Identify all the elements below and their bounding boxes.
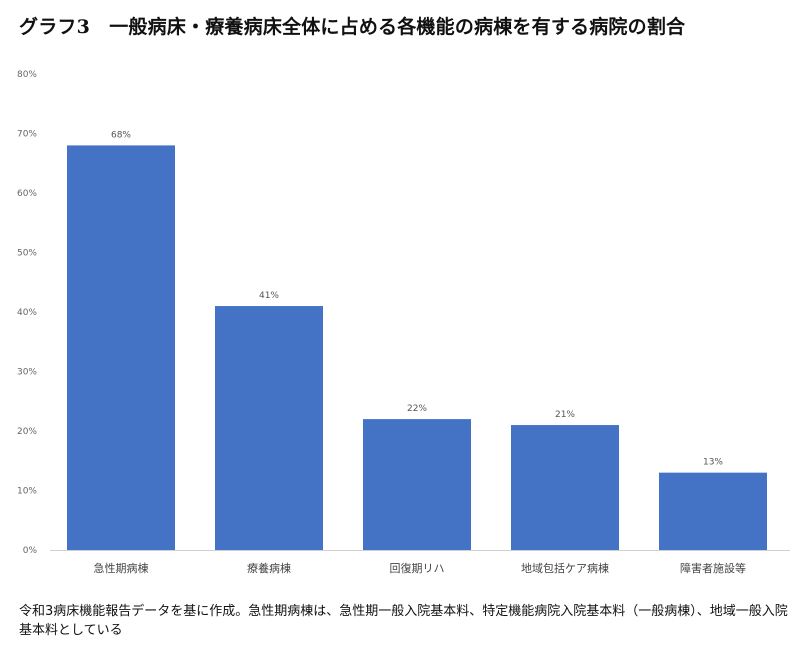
y-tick-label: 50% <box>17 249 37 259</box>
x-tick-label: 障害者施設等 <box>680 561 746 575</box>
y-tick-label: 60% <box>17 189 37 199</box>
y-tick-label: 40% <box>17 308 37 318</box>
data-label: 41% <box>259 291 279 301</box>
x-tick-label: 療養病棟 <box>247 561 291 575</box>
x-axis-labels: 急性期病棟 療養病棟 回復期リハ 地域包括ケア病棟 障害者施設等 <box>94 561 747 575</box>
y-axis-ticks: 0% 10% 20% 30% 40% 50% 60% 70% 80% <box>17 70 37 556</box>
bar <box>67 145 175 550</box>
y-tick-label: 0% <box>23 546 38 556</box>
data-label: 68% <box>111 130 131 140</box>
y-tick-label: 20% <box>17 427 37 437</box>
x-tick-label: 回復期リハ <box>390 562 445 575</box>
data-label: 22% <box>407 404 427 414</box>
source-note: 令和3病床機能報告データを基に作成。急性期病棟は、急性期一般入院基本料、特定機能… <box>19 604 788 638</box>
bar <box>363 419 471 550</box>
data-label: 21% <box>555 410 575 420</box>
y-tick-label: 80% <box>17 70 37 80</box>
bar <box>511 425 619 550</box>
bar-chart: 0% 10% 20% 30% 40% 50% 60% 70% 80% 68% 41% 22% 21% 1… <box>17 70 790 575</box>
data-labels: 68% 41% 22% 21% 13% <box>111 130 723 467</box>
y-tick-label: 30% <box>17 368 37 378</box>
y-tick-label: 10% <box>17 487 37 497</box>
data-label: 13% <box>703 458 723 468</box>
chart-title: グラフ3 一般病床・療養病床全体に占める各機能の病棟を有する病院の割合 <box>19 16 686 38</box>
bar <box>659 472 767 550</box>
bar <box>215 306 323 550</box>
x-tick-label: 地域包括ケア病棟 <box>521 561 609 575</box>
bars <box>67 145 767 550</box>
y-tick-label: 70% <box>17 130 37 140</box>
x-tick-label: 急性期病棟 <box>94 561 149 575</box>
